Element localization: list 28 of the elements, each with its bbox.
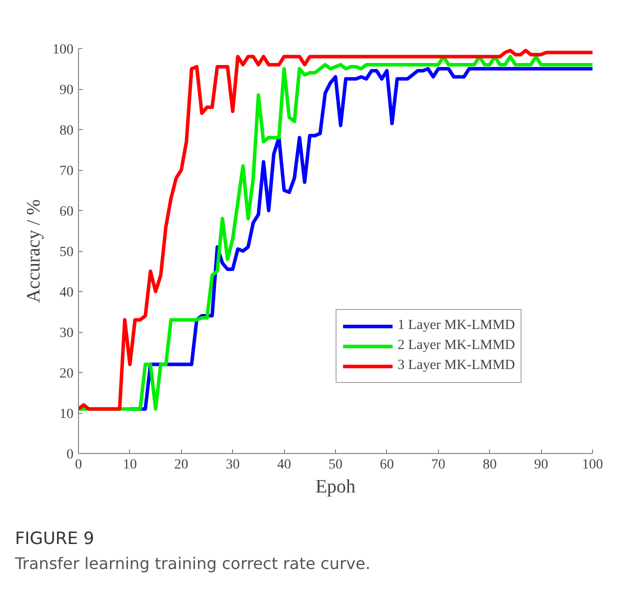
y-tick-label: 90 <box>60 83 74 98</box>
caption: FIGURE 9 <box>15 528 96 551</box>
x-tick-label: 70 <box>431 458 446 472</box>
x-tick-label: 60 <box>380 458 394 472</box>
x-tick-label: 10 <box>122 458 137 472</box>
x-tick-label: 80 <box>482 458 497 472</box>
y-tick-label: 40 <box>60 286 74 300</box>
y-tick-label: 80 <box>60 124 74 138</box>
legend-label: 2 Layer MK-LMMD <box>398 338 515 354</box>
x-axis-title: Epoh <box>315 476 356 498</box>
x-tick-label: 20 <box>174 458 188 472</box>
y-tick-label: 50 <box>60 245 74 260</box>
y-tick-label: 20 <box>60 366 74 382</box>
x-tick-label: 100 <box>582 458 603 472</box>
legend-label: 1 Layer MK-LMMD <box>398 318 515 334</box>
x-tick-label: 50 <box>328 458 342 472</box>
y-tick-label: 70 <box>60 164 74 179</box>
y-axis-title: Accuracy / % <box>24 199 44 303</box>
y-tick-label: 30 <box>60 326 74 341</box>
x-tick-label: 40 <box>277 458 292 472</box>
y-tick-label: 10 <box>60 407 74 422</box>
y-tick-label: 60 <box>60 204 74 220</box>
legend-label: 3 Layer MK-LMMD <box>398 358 515 374</box>
x-tick-label: 30 <box>226 458 240 472</box>
x-tick-label: 90 <box>534 458 548 472</box>
text: Transfer learning training correct rate curve. <box>15 553 370 576</box>
y-tick-label: 0 <box>66 448 74 462</box>
y-tick-label: 100 <box>52 42 74 58</box>
